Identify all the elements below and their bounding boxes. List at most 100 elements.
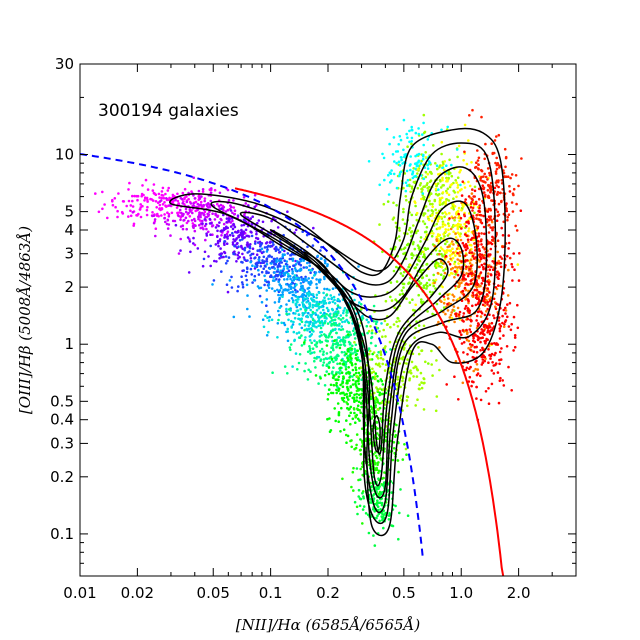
data-point	[346, 381, 349, 385]
x-tick-label: 0.5	[392, 584, 416, 602]
data-point	[325, 312, 328, 316]
data-point	[410, 256, 414, 260]
data-point	[484, 193, 487, 197]
data-point	[304, 311, 307, 314]
data-point	[457, 144, 461, 148]
data-point	[243, 246, 247, 250]
y-tick-label: 0.3	[50, 434, 74, 452]
data-point	[390, 169, 393, 172]
data-point	[360, 307, 363, 311]
data-point	[103, 203, 106, 206]
data-point	[501, 379, 505, 382]
data-point	[349, 361, 352, 364]
data-point	[476, 149, 479, 152]
data-point	[483, 262, 486, 266]
data-point	[497, 401, 501, 405]
data-point	[447, 228, 450, 231]
data-point	[290, 297, 294, 300]
data-point	[381, 152, 384, 156]
data-point	[117, 192, 120, 195]
data-point	[417, 387, 421, 391]
data-point	[259, 286, 263, 290]
data-point	[431, 205, 435, 209]
data-point	[216, 235, 219, 239]
data-point	[276, 336, 279, 339]
data-point	[460, 260, 463, 263]
data-point	[487, 402, 491, 406]
data-point	[468, 311, 471, 315]
data-point	[222, 209, 225, 212]
data-point	[365, 318, 369, 322]
data-point	[414, 365, 418, 369]
data-point	[437, 173, 440, 176]
data-point	[451, 266, 455, 270]
data-point	[463, 286, 467, 290]
data-point	[317, 355, 321, 359]
data-point	[351, 368, 355, 372]
data-point	[311, 306, 315, 309]
data-point	[418, 246, 421, 249]
data-point	[217, 224, 220, 228]
data-point	[490, 199, 493, 202]
data-point	[350, 391, 353, 395]
data-point	[209, 233, 212, 236]
x-tick-label: 0.01	[63, 584, 96, 602]
data-point	[417, 352, 421, 356]
data-point	[305, 327, 309, 331]
data-point	[359, 374, 362, 377]
data-point	[466, 283, 470, 286]
data-point	[313, 351, 316, 354]
data-point	[367, 329, 371, 333]
data-point	[264, 242, 268, 245]
data-point	[449, 250, 452, 253]
data-point	[303, 341, 306, 344]
data-point	[336, 343, 340, 347]
data-point	[187, 211, 190, 215]
data-point	[159, 199, 163, 202]
data-point	[487, 361, 490, 365]
data-point	[430, 349, 433, 353]
data-point	[397, 537, 400, 541]
data-point	[450, 311, 454, 314]
data-point	[517, 184, 520, 188]
data-point	[342, 396, 346, 400]
data-point	[307, 321, 310, 324]
data-point	[329, 350, 333, 354]
point-cluster-18	[445, 283, 517, 422]
data-point	[513, 345, 517, 349]
data-point	[246, 294, 249, 297]
data-point	[301, 314, 305, 317]
data-point	[261, 261, 264, 265]
data-point	[463, 150, 466, 154]
data-point	[512, 349, 515, 352]
data-point	[246, 241, 249, 244]
data-point	[476, 167, 480, 170]
data-point	[231, 234, 235, 238]
data-point	[236, 241, 239, 245]
data-point	[139, 203, 142, 206]
data-point	[371, 367, 374, 371]
data-point	[487, 272, 490, 275]
data-point	[335, 312, 338, 316]
data-point	[434, 278, 438, 282]
data-point	[279, 258, 283, 262]
data-point	[352, 407, 356, 410]
data-point	[303, 339, 307, 342]
data-point	[295, 276, 298, 280]
data-point	[389, 295, 392, 299]
data-point	[275, 270, 279, 273]
data-point	[316, 254, 320, 258]
data-point	[308, 345, 311, 348]
data-point	[467, 195, 471, 198]
data-point	[220, 229, 223, 232]
data-point	[399, 385, 402, 389]
data-point	[207, 230, 210, 234]
data-point	[482, 267, 485, 271]
data-point	[331, 344, 335, 347]
contour-line-1	[210, 142, 497, 525]
data-point	[471, 209, 474, 212]
data-point	[190, 219, 194, 222]
data-point	[453, 276, 456, 279]
data-point	[399, 170, 403, 173]
data-point	[426, 182, 429, 185]
